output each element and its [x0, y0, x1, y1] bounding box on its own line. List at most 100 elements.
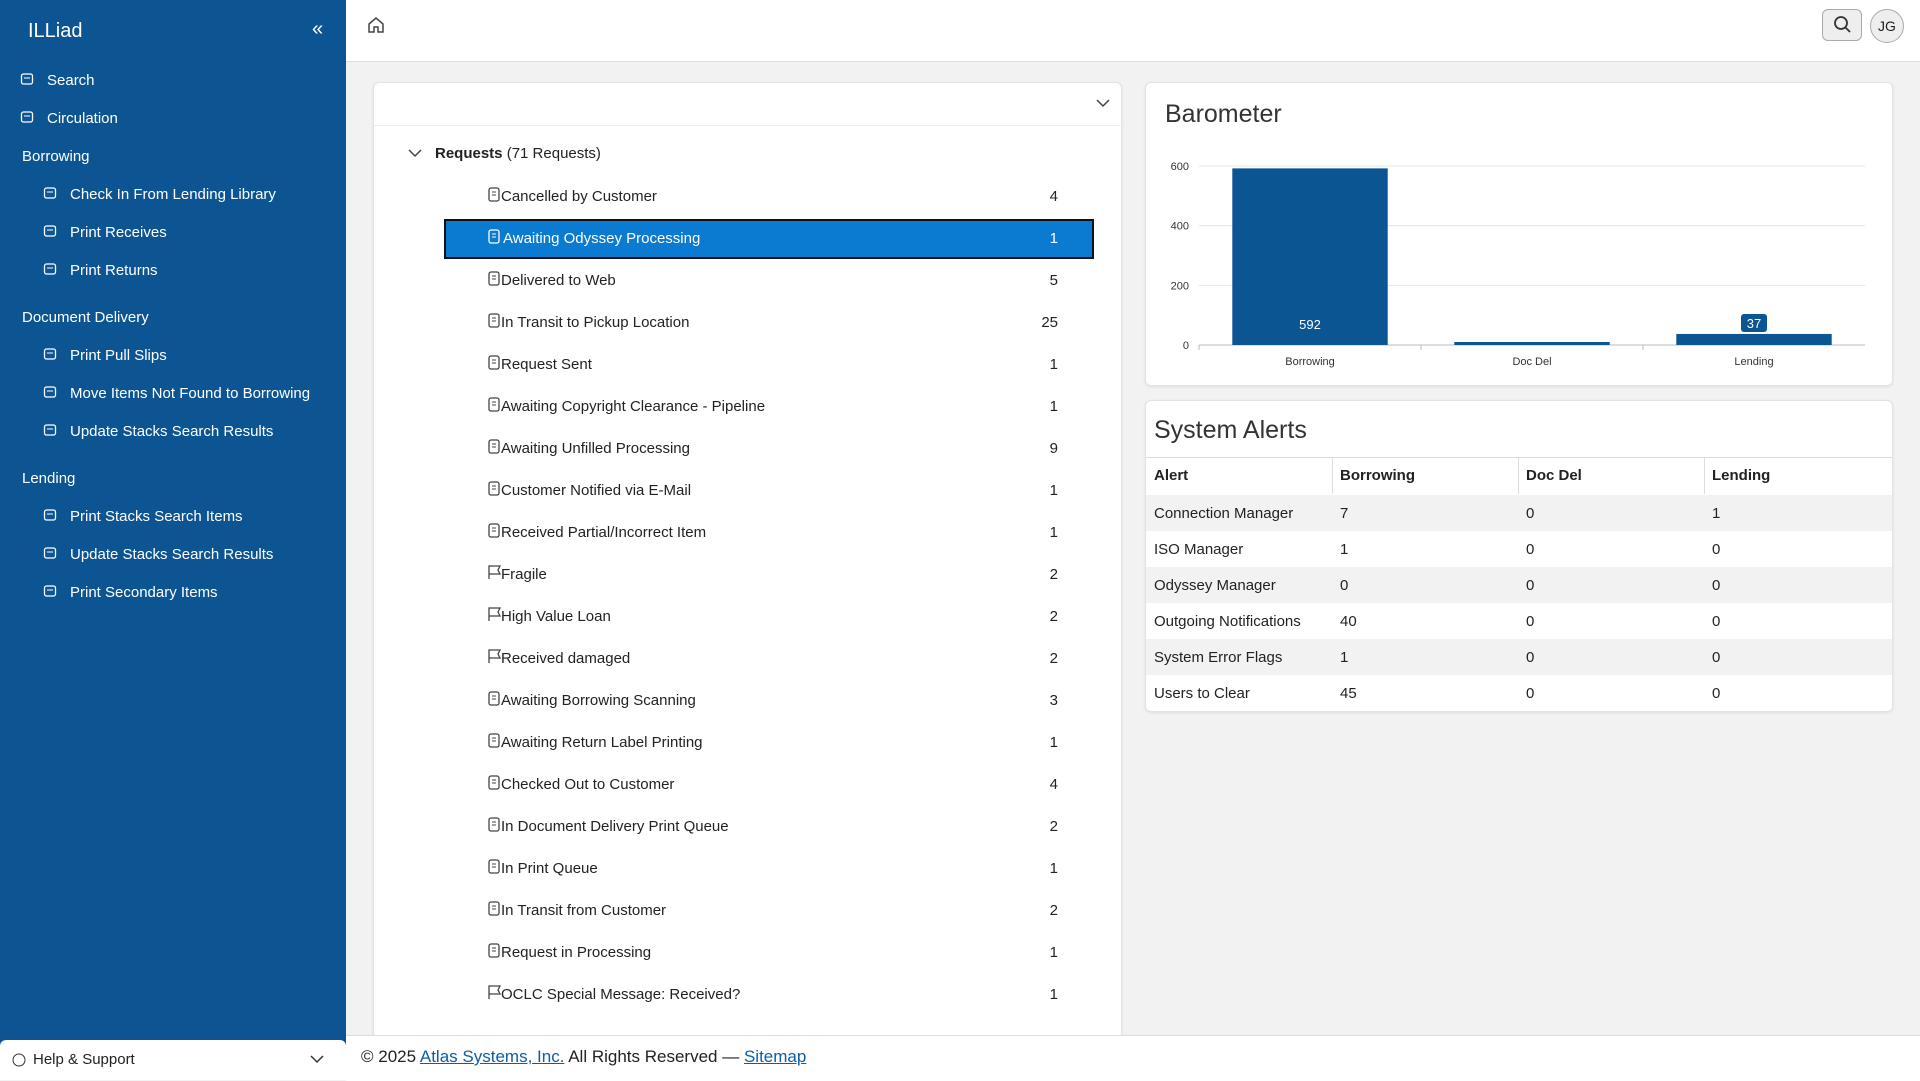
request-row[interactable]: Checked Out to Customer 4	[444, 765, 1094, 805]
request-row[interactable]: Received damaged 2	[444, 639, 1094, 679]
request-icon	[487, 649, 502, 669]
table-cell: 0	[1712, 649, 1721, 666]
request-row[interactable]: Awaiting Odyssey Processing 1	[444, 219, 1094, 259]
nav-link[interactable]: Update Stacks Search Results	[70, 423, 274, 440]
table-cell: 7	[1340, 505, 1349, 522]
nav-link[interactable]: Print Returns	[70, 262, 158, 279]
request-icon	[487, 397, 502, 417]
chevron[interactable]	[408, 148, 422, 158]
request-row[interactable]: Awaiting Unfilled Processing 9	[444, 429, 1094, 469]
nav-icon	[43, 385, 58, 405]
request-count: 1	[1049, 482, 1058, 499]
sitemap-link[interactable]: Sitemap	[743, 1047, 807, 1066]
request-icon	[487, 229, 502, 249]
table-cell: 0	[1526, 577, 1535, 594]
request-icon	[487, 439, 502, 459]
data-label: 37	[1747, 316, 1761, 331]
request-row[interactable]: Awaiting Return Label Printing 1	[444, 723, 1094, 763]
table-cell: Odyssey Manager	[1154, 577, 1276, 594]
table-cell: 0	[1526, 649, 1535, 666]
rights: All Rights Reserved —	[568, 1047, 740, 1066]
request-label: Request in Processing	[501, 944, 652, 961]
request-count: 2	[1049, 902, 1058, 919]
request-row[interactable]: Received Partial/Incorrect Item 1	[444, 513, 1094, 553]
table-cell: 1	[1340, 649, 1349, 666]
home-icon[interactable]	[366, 15, 386, 35]
table-cell: 0	[1712, 577, 1721, 594]
requests-title: Requests	[435, 145, 503, 162]
nav-link[interactable]: Move Items Not Found to Borrowing	[70, 385, 311, 402]
request-icon	[487, 859, 502, 879]
request-row[interactable]: Awaiting Copyright Clearance - Pipeline 1	[444, 387, 1094, 427]
request-icon	[487, 187, 502, 207]
nav-link[interactable]: Print Stacks Search Items	[70, 508, 243, 525]
request-label: Checked Out to Customer	[501, 776, 675, 793]
request-icon	[487, 733, 502, 753]
request-row[interactable]: Customer Notified via E-Mail 1	[444, 471, 1094, 511]
request-label: Awaiting Return Label Printing	[501, 734, 703, 751]
chevron	[310, 1055, 324, 1064]
request-count: 1	[1049, 524, 1058, 541]
nav-link[interactable]: Print Pull Slips	[70, 347, 167, 364]
request-row[interactable]: OCLC Special Message: Received? 1	[444, 975, 1094, 1015]
request-icon	[487, 313, 502, 333]
request-label: Awaiting Copyright Clearance - Pipeline	[501, 398, 766, 415]
nav-link[interactable]: Circulation	[47, 110, 118, 127]
request-count: 2	[1049, 608, 1058, 625]
chevron[interactable]	[1096, 98, 1110, 108]
request-row[interactable]: Request Sent 1	[444, 345, 1094, 385]
alerts-card: System Alerts Alert Borrowing Doc Del Lendi…	[1145, 400, 1893, 712]
y-tick-label: 200	[1171, 280, 1189, 292]
request-row[interactable]: Request in Processing 1	[444, 933, 1094, 973]
x-tick-label: Doc Del	[1512, 356, 1551, 368]
nav-link[interactable]: Update Stacks Search Results	[70, 546, 274, 563]
user-avatar[interactable]: JG	[1870, 9, 1904, 43]
request-label: In Transit to Pickup Location	[501, 314, 690, 331]
collapse-button[interactable]: «	[312, 18, 324, 40]
request-row[interactable]: Fragile 2	[444, 555, 1094, 595]
table-row	[1146, 675, 1892, 711]
request-row[interactable]: Cancelled by Customer 4	[444, 177, 1094, 217]
nav-icon	[43, 347, 58, 367]
request-row[interactable]: Awaiting Borrowing Scanning 3	[444, 681, 1094, 721]
nav-icon	[43, 546, 58, 566]
request-row[interactable]: In Document Delivery Print Queue 2	[444, 807, 1094, 847]
footer: © 2025 Atlas Systems, Inc. All Rights Re…	[346, 1035, 1920, 1081]
table-cell: 1	[1712, 505, 1721, 522]
table-row	[1146, 603, 1892, 640]
request-label: Awaiting Unfilled Processing	[501, 440, 690, 457]
table-cell: ISO Manager	[1154, 541, 1244, 558]
request-row[interactable]: In Print Queue 1	[444, 849, 1094, 889]
request-count: 1	[1049, 944, 1058, 961]
request-icon	[487, 985, 502, 1005]
nav-link[interactable]: Search	[47, 72, 95, 89]
nav-icon	[43, 508, 58, 528]
nav-link[interactable]: Print Receives	[70, 224, 167, 241]
nav-icon	[20, 110, 35, 130]
nav-link[interactable]: Check In From Lending Library	[70, 186, 276, 203]
request-row[interactable]: In Transit to Pickup Location 25	[444, 303, 1094, 343]
panel-header	[374, 83, 1121, 126]
request-label: OCLC Special Message: Received?	[501, 986, 741, 1003]
request-row[interactable]: Delivered to Web 5	[444, 261, 1094, 301]
column-divider	[1518, 457, 1519, 494]
column-header: Lending	[1712, 467, 1771, 484]
company-link[interactable]: Atlas Systems, Inc.	[419, 1047, 565, 1066]
table-cell: 0	[1526, 541, 1535, 558]
request-count: 1	[1049, 734, 1058, 751]
help-bar[interactable]: Help & Support	[0, 1040, 346, 1080]
nav-icon	[43, 224, 58, 244]
request-row[interactable]: In Transit from Customer 2	[444, 891, 1094, 931]
request-label: Delivered to Web	[501, 272, 616, 289]
request-icon	[487, 901, 502, 921]
request-row[interactable]: High Value Loan 2	[444, 597, 1094, 637]
table-cell: Users to Clear	[1154, 685, 1250, 702]
y-tick-label: 0	[1183, 340, 1189, 352]
nav-link[interactable]: Print Secondary Items	[70, 584, 218, 601]
request-icon	[487, 481, 502, 501]
request-icon	[487, 523, 502, 543]
top-bar: JG	[346, 0, 1920, 62]
request-label: Cancelled by Customer	[501, 188, 657, 205]
search-button[interactable]	[1822, 9, 1862, 41]
table-cell: 0	[1340, 577, 1349, 594]
